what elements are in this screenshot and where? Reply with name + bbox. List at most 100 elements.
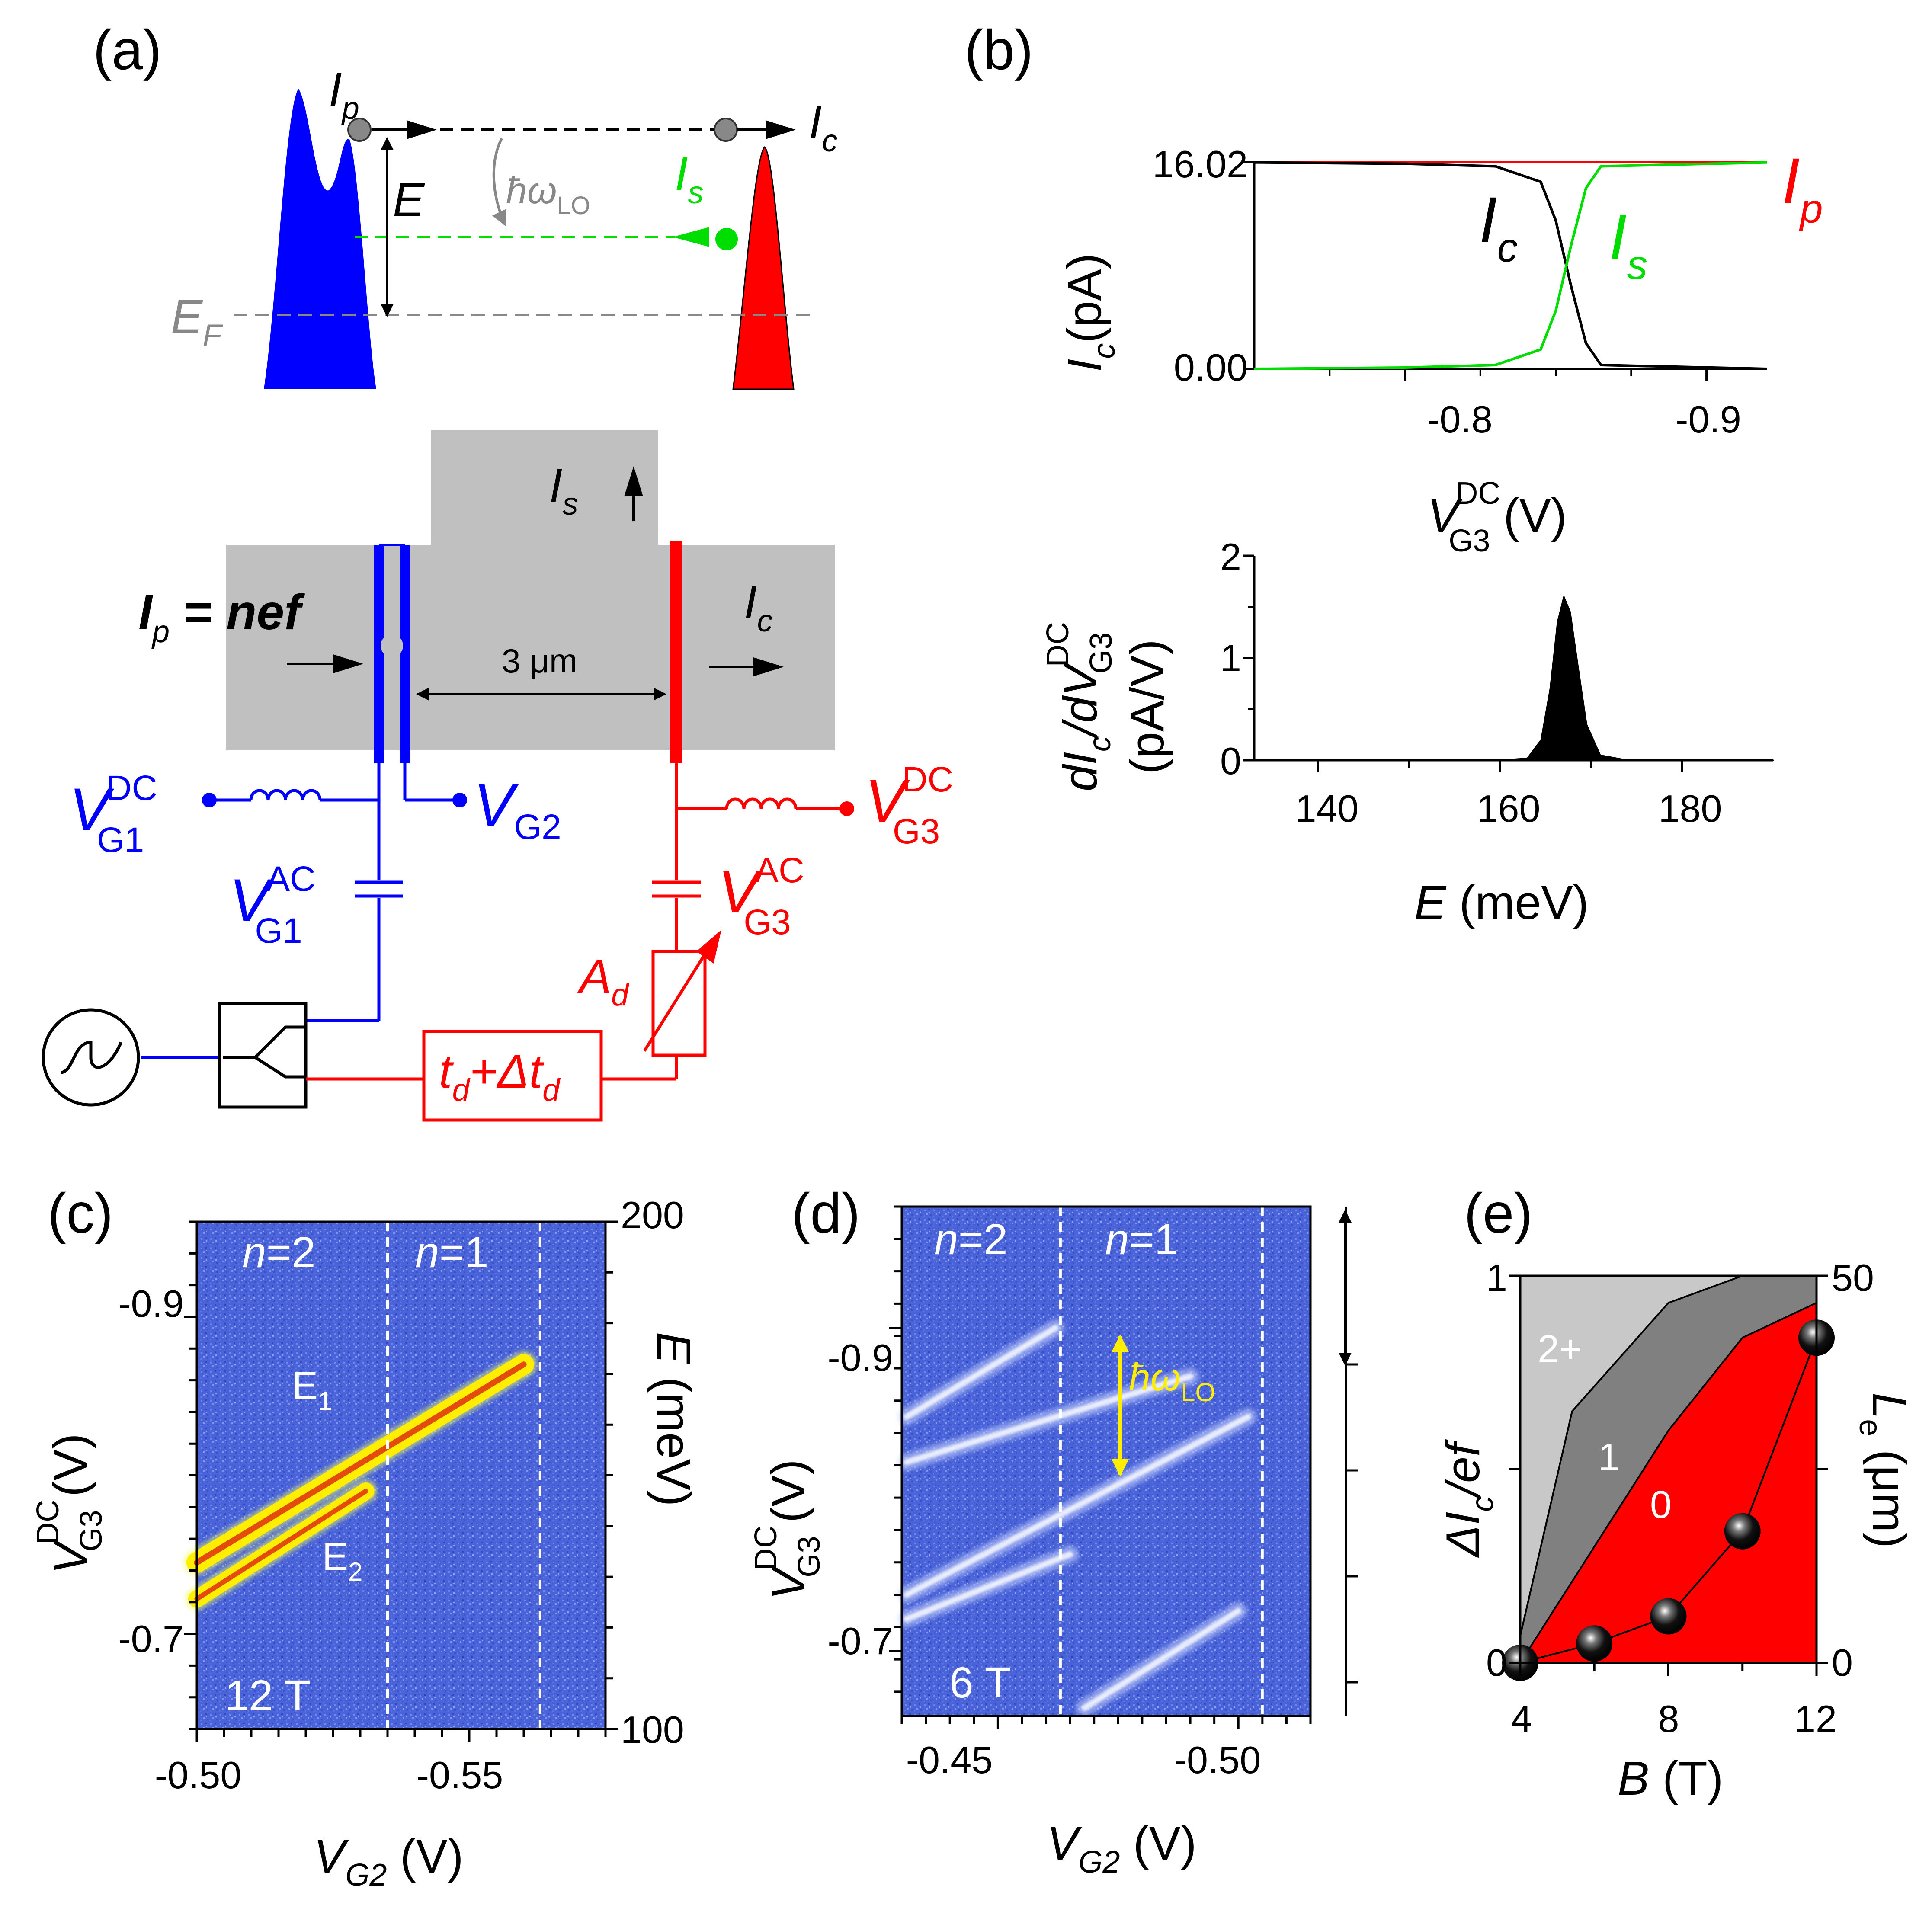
e-le-point [1576,1625,1613,1662]
lo-phonon-arrow [492,138,506,227]
b-top-ylabel: Ic(pA) [1058,253,1121,372]
b-bot-xlabel: E (meV) [1414,876,1589,929]
distance-label: 3 μm [502,642,577,680]
c-ytick-09: -0.9 [118,1282,184,1325]
ic-label: Ic [809,96,838,158]
b-bot-ytick-1: 1 [1220,637,1241,679]
d-frame [900,1205,1312,1717]
d-vlines [1059,1207,1264,1716]
e-ticks [1509,1274,1828,1676]
b-top-ytick-bottom: 0.00 [1174,346,1248,389]
e-region-2plus-label: 2+ [1538,1328,1582,1371]
panel-c-heatmap: n=2 n=1 E1 E2 12 T -0.9 -0.7 -0.50 -0.55… [31,1194,700,1892]
b-top-xlabel: VDC G3 (V) [1427,476,1567,558]
c-xtick-055: -0.55 [417,1754,503,1796]
c-ylabel: VDC G3 (V) [31,1433,109,1574]
blue-circuit [141,763,458,1059]
collected-arrowhead [766,120,796,139]
d-trace-2 [904,1373,1194,1465]
b-top-ip-label: Ip [1782,144,1823,232]
d-ytick-09: -0.9 [827,1336,893,1379]
panel-b-bottom-chart: 2 1 0 140 160 180 dIc/dVDC G3 (pA/V) E (m… [1041,535,1774,929]
d-traces [898,1319,1257,1717]
e-xlabel: B (T) [1618,1752,1723,1805]
sine-wave-icon [60,1041,123,1074]
splitter-icon [223,1025,305,1079]
vg2-terminal [452,793,467,807]
e-xtick-12: 12 [1794,1697,1837,1740]
e-le-point [1724,1513,1761,1550]
fermi-label: EF [171,290,223,353]
b-bot-ylabel-2: (pA/V) [1121,639,1174,774]
b-bot-ytick-2: 2 [1220,535,1241,578]
vg2-label: VG2 [474,771,561,847]
b-bot-series [1253,596,1774,761]
vg3-terminal [839,801,854,816]
d-ylabel: VDC G3 (V) [749,1459,827,1600]
red-circuit [306,763,846,1122]
panel-label-e: (e) [1464,1181,1533,1245]
e-rtick-0: 0 [1832,1641,1853,1684]
e-xtick-4: 4 [1511,1697,1532,1740]
vg3-dc-label: VDC G3 [865,760,953,851]
b-top-ytick-top: 16.02 [1153,143,1248,186]
e-le-point [1650,1598,1687,1635]
series-ic [1254,161,1767,370]
energy-label: E [393,173,425,227]
panel-e-chart: 2+ 1 0 1 0 4 8 12 50 0 ΔIc/ef Le (μm) B … [1436,1256,1916,1805]
is-label: Is [675,147,704,210]
b-bot-peak [1253,596,1774,761]
panel-label-a: (a) [93,18,162,81]
quantum-dot [381,634,403,657]
injected-arrowhead [407,120,437,139]
panel-label-d: (d) [791,1181,860,1245]
d-n2-label: n=2 [934,1215,1008,1264]
delay-label: td+Δtd [439,1045,561,1108]
c-trace-core-1 [194,1361,527,1566]
d-trace-3 [904,1414,1251,1598]
mesa-main [226,545,835,750]
c-trace-core-2 [194,1489,368,1602]
e-ytick-1: 1 [1486,1256,1507,1299]
b-bot-ticks [1243,554,1683,772]
c-n1-label: n=1 [415,1228,489,1277]
c-ticks [184,1220,618,1742]
series-is [1254,161,1767,370]
c-field-label: 12 T [225,1671,311,1720]
hw-lo-label: ħωLO [506,169,590,220]
scattered-arrowhead [673,227,709,247]
d-trace-4 [904,1551,1073,1622]
vg1-ac-label: VAC G1 [229,859,315,951]
panel-b-top-chart: 16.02 0.00 -0.8 -0.9 Ic(pA) VDC G3 (V) Ic… [1058,143,1823,558]
ip-label: Ip [329,63,359,126]
is-label-device: Is [549,459,578,522]
d-field-label: 6 T [949,1658,1011,1707]
b-top-ic-label: Ic [1479,183,1518,271]
c-xtick-050: -0.50 [155,1754,242,1796]
scattered-electron [715,228,738,250]
b-bot-xtick-180: 180 [1659,787,1722,830]
d-xlabel: VG2 (V) [1047,1817,1197,1879]
panel-label-c: (c) [48,1181,113,1245]
b-top-series [1254,161,1767,370]
b-bot-xtick-140: 140 [1295,787,1359,830]
e-ytick-0: 0 [1486,1641,1507,1684]
b-bot-ylabel-1: dIc/dVDC G3 [1041,622,1118,791]
c-n2-label: n=2 [242,1228,316,1277]
c-vlines [386,1222,541,1729]
d-ticks [889,1205,1358,1729]
c-traces [183,1351,537,1611]
b-bot-ytick-0: 0 [1220,740,1241,782]
e-rtick-50: 50 [1832,1256,1874,1299]
c-heatmap-background [197,1222,606,1729]
c-rtick-200: 200 [621,1194,684,1236]
d-xtick-045: -0.45 [906,1739,993,1781]
e-region-1-label: 1 [1598,1436,1620,1479]
b-top-xtick-1: -0.8 [1427,398,1493,441]
d-heatmap-background [902,1207,1310,1716]
gate-g3 [670,541,682,763]
detector-distribution [732,146,795,390]
panel-label-b: (b) [964,18,1033,81]
attenuator-label: Ad [577,950,629,1012]
